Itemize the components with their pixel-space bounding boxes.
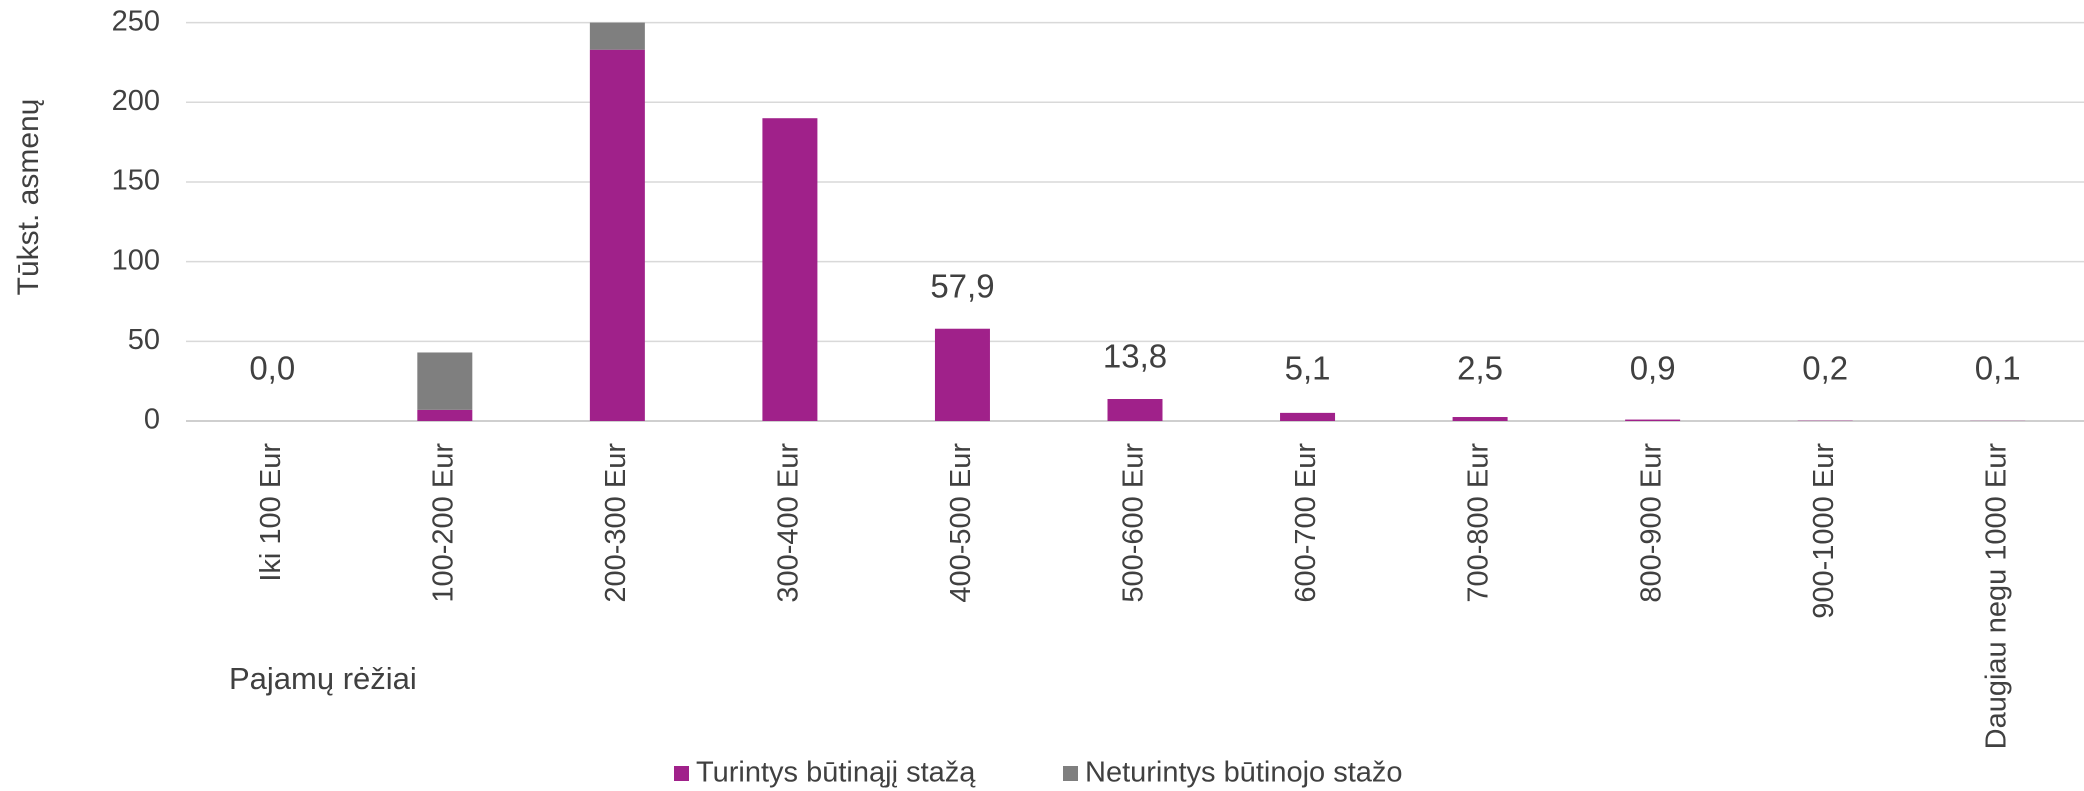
x-tick-label: 900-1000 Eur: [1808, 443, 1840, 619]
data-label: 0,9: [1630, 350, 1676, 387]
data-label: 57,9: [930, 267, 994, 304]
x-tick-label: 300-400 Eur: [773, 443, 805, 603]
y-tick-label: 100: [112, 244, 160, 276]
x-tick-label: 400-500 Eur: [945, 443, 977, 603]
legend-label: Neturintys būtinojo stažo: [1085, 757, 1403, 789]
data-label: 0,1: [1975, 350, 2021, 387]
y-tick-label: 250: [112, 5, 160, 37]
x-tick-label: 100-200 Eur: [427, 443, 459, 603]
bar: [417, 409, 473, 421]
data-label: 0,2: [1802, 350, 1848, 387]
data-label: 13,8: [1103, 338, 1167, 375]
data-label: 2,5: [1457, 350, 1503, 387]
data-label: 0,0: [249, 350, 295, 387]
bar: [1625, 419, 1681, 421]
x-tick-label: 200-300 Eur: [600, 443, 632, 603]
legend-swatch: [1063, 766, 1078, 781]
x-tick-label: 500-600 Eur: [1118, 443, 1150, 603]
y-tick-label: 200: [112, 85, 160, 117]
bar: [1280, 412, 1336, 421]
y-axis-title: Tūkst. asmenų: [12, 99, 45, 296]
bar: [589, 49, 645, 422]
bar: [1452, 417, 1508, 421]
y-tick-label: 50: [128, 324, 160, 356]
x-tick-label: Iki 100 Eur: [255, 443, 287, 582]
bar: [934, 328, 990, 421]
x-tick-label: Daugiau negu 1000 Eur: [1980, 443, 2012, 750]
bar: [589, 22, 645, 50]
data-label: 5,1: [1285, 350, 1331, 387]
legend-label: Turintys būtinąjį stažą: [696, 757, 976, 789]
y-tick-label: 0: [144, 404, 160, 436]
x-tick-label: 700-800 Eur: [1463, 443, 1495, 603]
y-tick-label: 150: [112, 165, 160, 197]
bar: [762, 118, 818, 421]
legend-swatch: [674, 766, 689, 781]
x-axis-title: Pajamų rėžiai: [229, 661, 417, 696]
x-tick-label: 600-700 Eur: [1290, 443, 1322, 603]
bar: [1107, 399, 1163, 421]
bar: [417, 352, 473, 410]
x-tick-label: 800-900 Eur: [1635, 443, 1667, 603]
